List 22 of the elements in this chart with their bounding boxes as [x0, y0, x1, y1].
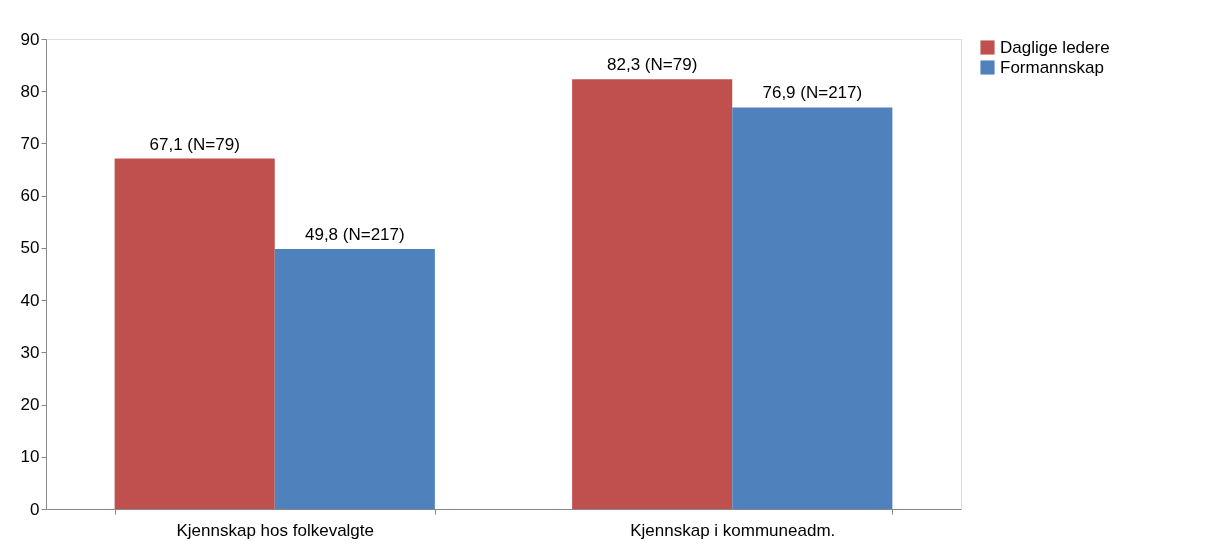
legend-label: Daglige ledere [1000, 37, 1110, 57]
data-label: 49,8 (N=217) [304, 224, 405, 244]
data-label: 76,9 (N=217) [762, 83, 863, 103]
y-tick-label: 50 [20, 238, 40, 258]
x-tick-label: Kjennskap hos folkevalgte [176, 520, 375, 540]
y-tick-label: 40 [20, 290, 40, 310]
y-tick-label: 60 [20, 186, 40, 206]
y-tick-label: 90 [20, 29, 40, 49]
data-label: 82,3 (N=79) [607, 55, 698, 75]
y-tick-label: 70 [20, 133, 40, 153]
y-tick-label: 80 [20, 81, 40, 101]
y-tick-label: 10 [20, 447, 40, 467]
bar [114, 158, 275, 509]
x-tick-label: Kjennskap i kommuneadm. [630, 520, 836, 540]
y-tick-label: 0 [30, 499, 40, 519]
bar [572, 79, 733, 509]
bar [274, 248, 435, 509]
data-label: 67,1 (N=79) [149, 134, 240, 154]
bar [732, 107, 893, 509]
y-tick-label: 30 [20, 342, 40, 362]
y-tick-label: 20 [20, 395, 40, 415]
legend-label: Formannskap [1000, 57, 1104, 77]
